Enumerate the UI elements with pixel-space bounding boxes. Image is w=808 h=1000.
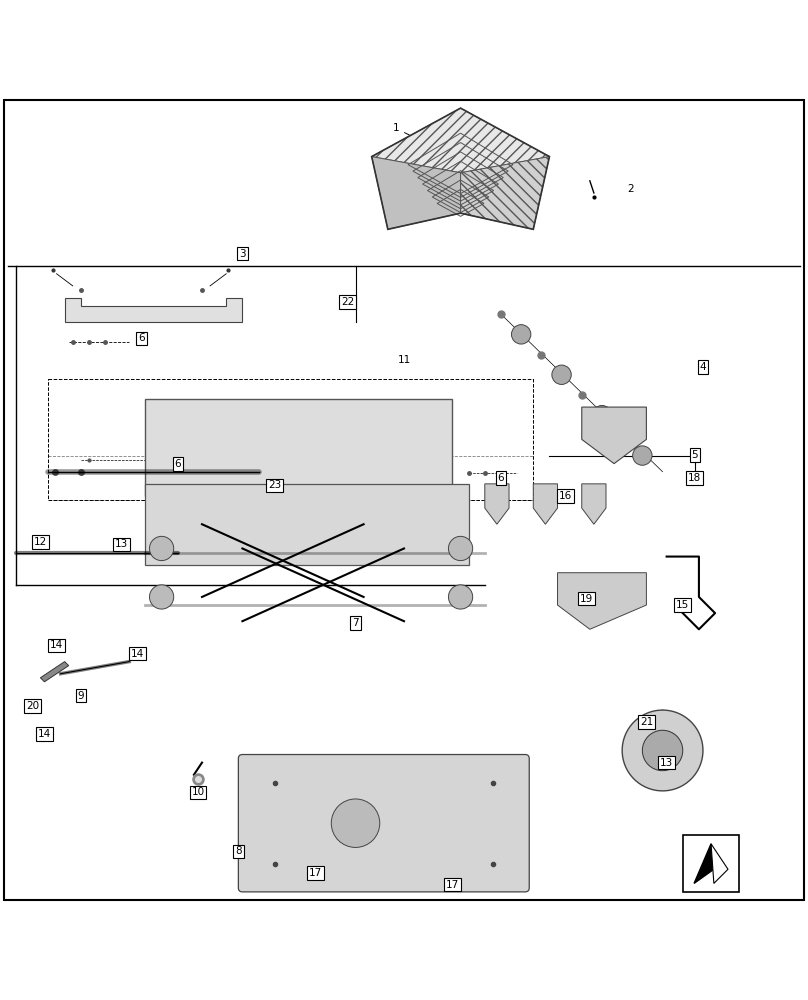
Text: 9: 9 <box>78 691 84 701</box>
Polygon shape <box>461 157 549 229</box>
Text: 8: 8 <box>235 846 242 856</box>
Circle shape <box>592 405 612 425</box>
Circle shape <box>448 536 473 561</box>
Text: 23: 23 <box>268 480 281 490</box>
Circle shape <box>511 325 531 344</box>
Text: 2: 2 <box>627 184 633 194</box>
Polygon shape <box>372 108 549 173</box>
Polygon shape <box>40 662 69 682</box>
FancyBboxPatch shape <box>145 484 469 565</box>
Polygon shape <box>372 157 461 229</box>
Text: 14: 14 <box>131 649 144 659</box>
Text: 20: 20 <box>26 701 39 711</box>
Text: 6: 6 <box>498 473 504 483</box>
FancyBboxPatch shape <box>145 399 452 496</box>
Polygon shape <box>694 844 714 883</box>
Text: 21: 21 <box>640 717 653 727</box>
Text: 14: 14 <box>50 640 63 650</box>
Polygon shape <box>711 844 728 883</box>
Text: 15: 15 <box>676 600 689 610</box>
Polygon shape <box>558 573 646 629</box>
FancyBboxPatch shape <box>238 755 529 892</box>
Text: 17: 17 <box>446 880 459 890</box>
Text: 10: 10 <box>191 787 204 797</box>
Text: 6: 6 <box>138 333 145 343</box>
Text: 18: 18 <box>688 473 701 483</box>
Text: 1: 1 <box>393 123 442 151</box>
Text: 11: 11 <box>398 355 410 365</box>
Circle shape <box>331 799 380 847</box>
Text: 5: 5 <box>692 450 698 460</box>
Polygon shape <box>533 484 558 524</box>
Polygon shape <box>582 484 606 524</box>
Circle shape <box>622 710 703 791</box>
Polygon shape <box>485 484 509 524</box>
Circle shape <box>552 365 571 384</box>
Text: 7: 7 <box>352 618 359 628</box>
Text: 17: 17 <box>309 868 322 878</box>
Polygon shape <box>65 298 242 322</box>
Text: 13: 13 <box>660 758 673 768</box>
Circle shape <box>149 536 174 561</box>
Polygon shape <box>582 407 646 464</box>
Circle shape <box>642 730 683 771</box>
Text: 4: 4 <box>700 362 706 372</box>
Text: 16: 16 <box>559 491 572 501</box>
Text: 12: 12 <box>34 537 47 547</box>
Text: 22: 22 <box>341 297 354 307</box>
Circle shape <box>149 585 174 609</box>
Text: 13: 13 <box>115 539 128 549</box>
Text: 19: 19 <box>580 594 593 604</box>
Circle shape <box>448 585 473 609</box>
Text: 14: 14 <box>38 729 51 739</box>
FancyBboxPatch shape <box>683 835 739 892</box>
Text: 6: 6 <box>175 459 181 469</box>
Circle shape <box>633 446 652 465</box>
Text: 3: 3 <box>239 249 246 259</box>
